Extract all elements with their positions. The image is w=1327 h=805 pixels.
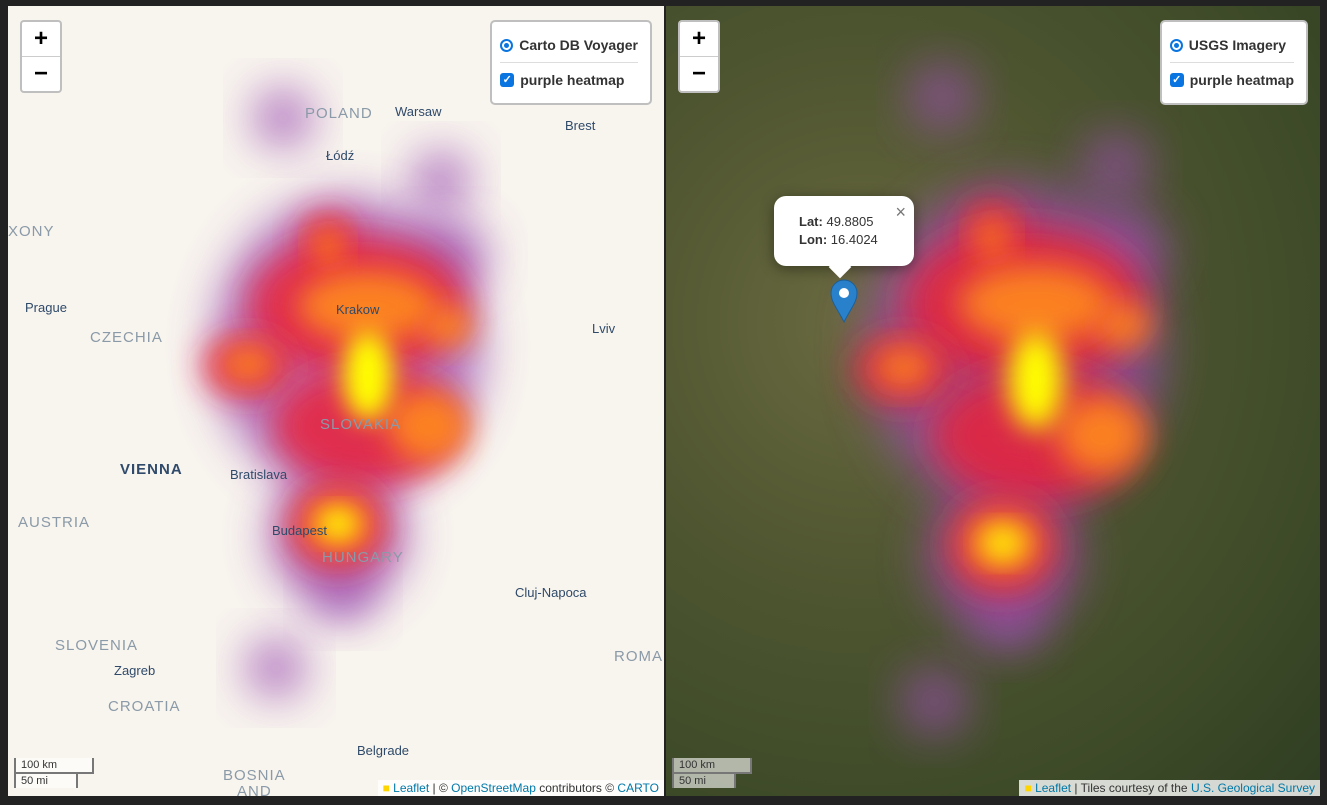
heat-blob: [423, 306, 473, 346]
place-label: HUNGARY: [322, 549, 404, 566]
heat-blob: [246, 638, 306, 698]
heat-blob: [909, 63, 976, 130]
zoom-control: + −: [20, 20, 62, 93]
layer-control: Carto DB Voyager ✓ purple heatmap: [490, 20, 652, 105]
attribution-text: | ©: [429, 781, 452, 795]
map-left[interactable]: POLAND Warsaw Brest Łódź XONY Prague CZE…: [8, 6, 664, 796]
place-label: Krakow: [336, 302, 380, 317]
heat-blob: [975, 584, 1042, 650]
heat-blob: [1096, 303, 1152, 348]
scale-imperial: 50 mi: [672, 772, 736, 788]
base-layer-label: Carto DB Voyager: [519, 37, 638, 53]
scale-bar: 100 km 50 mi: [14, 758, 94, 788]
attribution: ■ Leaflet | © OpenStreetMap contributors…: [377, 780, 664, 796]
place-label: Cluj-Napoca: [515, 585, 587, 600]
place-label: BOSNIA: [223, 767, 286, 784]
heat-blob: [223, 346, 273, 382]
scale-imperial: 50 mi: [14, 772, 78, 788]
attribution-text: | Tiles courtesy of the: [1071, 781, 1191, 795]
place-label: Brest: [565, 118, 596, 133]
scale-metric: 100 km: [672, 758, 752, 774]
attribution-link[interactable]: U.S. Geological Survey: [1190, 781, 1315, 795]
heat-blob: [313, 228, 343, 264]
heat-blob: [958, 265, 1113, 342]
place-label: CZECHIA: [90, 329, 163, 346]
attribution-link[interactable]: CARTO: [617, 781, 659, 795]
lat-value: 49.8805: [826, 214, 874, 229]
heat-blob: [253, 88, 313, 148]
lat-label: Lat:: [799, 214, 823, 229]
scale-metric: 100 km: [14, 758, 94, 774]
heat-blob: [313, 561, 373, 621]
layer-control: USGS Imagery ✓ purple heatmap: [1159, 20, 1308, 105]
zoom-in[interactable]: +: [691, 25, 706, 52]
popup: Lat: 49.8805 Lon: 16.4024 ×: [774, 196, 914, 279]
place-label: SLOVAKIA: [320, 416, 402, 433]
heat-blob: [343, 331, 393, 421]
heat-blob: [1008, 331, 1064, 430]
heat-blob: [1057, 397, 1146, 474]
heat-blob: [983, 527, 1023, 559]
place-label: Belgrade: [357, 743, 410, 758]
place-label: POLAND: [305, 105, 373, 122]
place-label: Łódź: [326, 148, 355, 163]
popup-close[interactable]: ×: [895, 202, 906, 222]
place-label: CROATIA: [108, 698, 181, 715]
heat-layer: [203, 88, 488, 698]
zoom-control: + −: [678, 20, 720, 93]
attribution-link[interactable]: Leaflet: [1035, 781, 1072, 795]
place-label: Lviv: [592, 321, 616, 336]
place-label: Zagreb: [114, 663, 156, 678]
attribution-link[interactable]: Leaflet: [393, 781, 430, 795]
place-label: Warsaw: [395, 104, 442, 119]
overlay-label: purple heatmap: [520, 72, 625, 88]
attribution-link[interactable]: OpenStreetMap: [451, 781, 536, 795]
base-layer-option[interactable]: USGS Imagery: [1169, 28, 1294, 62]
heat-blob: [388, 391, 468, 461]
heat-blob: [1083, 133, 1150, 199]
overlay-option[interactable]: ✓ purple heatmap: [1169, 62, 1294, 97]
place-label: Budapest: [272, 523, 327, 538]
lon-label: Lon:: [799, 232, 828, 247]
zoom-in[interactable]: +: [33, 25, 48, 52]
lon-value: 16.4024: [830, 232, 878, 247]
heat-blob: [876, 347, 932, 388]
marker[interactable]: [829, 278, 859, 324]
place-label: XONY: [8, 223, 55, 240]
scale-bar: 100 km 50 mi: [672, 758, 752, 788]
place-label: AND: [237, 783, 272, 796]
heat-blob: [975, 217, 1009, 258]
heat-layer: [854, 63, 1168, 735]
place-label: Prague: [25, 300, 67, 315]
heat-blob: [411, 151, 471, 211]
base-layer-label: USGS Imagery: [1188, 37, 1287, 53]
zoom-out[interactable]: −: [680, 56, 718, 91]
place-label: Bratislava: [230, 467, 288, 482]
place-label: ROMA: [614, 648, 663, 665]
place-label: AUSTRIA: [18, 514, 91, 531]
overlay-label: purple heatmap: [1189, 72, 1294, 88]
map-right[interactable]: Lat: 49.8805 Lon: 16.4024 × + − USGS Ima…: [666, 6, 1320, 796]
heat-blob: [901, 668, 968, 735]
heatmap: [854, 63, 1168, 735]
heat-blob: [298, 271, 438, 341]
heat-blob: [320, 510, 356, 538]
heatmap: [203, 88, 488, 698]
base-layer-option[interactable]: Carto DB Voyager: [500, 28, 638, 62]
overlay-option[interactable]: ✓ purple heatmap: [500, 62, 638, 97]
attribution-text: contributors ©: [535, 781, 618, 795]
attribution: ■ Leaflet | Tiles courtesy of the U.S. G…: [1019, 780, 1320, 796]
place-label: VIENNA: [120, 461, 183, 478]
place-label: SLOVENIA: [55, 637, 139, 654]
zoom-out[interactable]: −: [22, 56, 60, 91]
